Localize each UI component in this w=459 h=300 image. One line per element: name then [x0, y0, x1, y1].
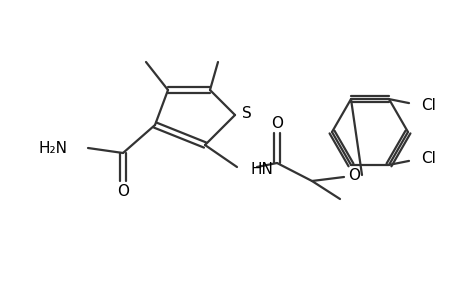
Text: O: O — [270, 116, 282, 130]
Text: O: O — [117, 184, 129, 199]
Text: S: S — [241, 106, 252, 121]
Text: Cl: Cl — [420, 152, 435, 166]
Text: HN: HN — [251, 161, 273, 176]
Text: Cl: Cl — [420, 98, 435, 112]
Text: H₂N: H₂N — [39, 140, 68, 155]
Text: O: O — [347, 167, 359, 182]
